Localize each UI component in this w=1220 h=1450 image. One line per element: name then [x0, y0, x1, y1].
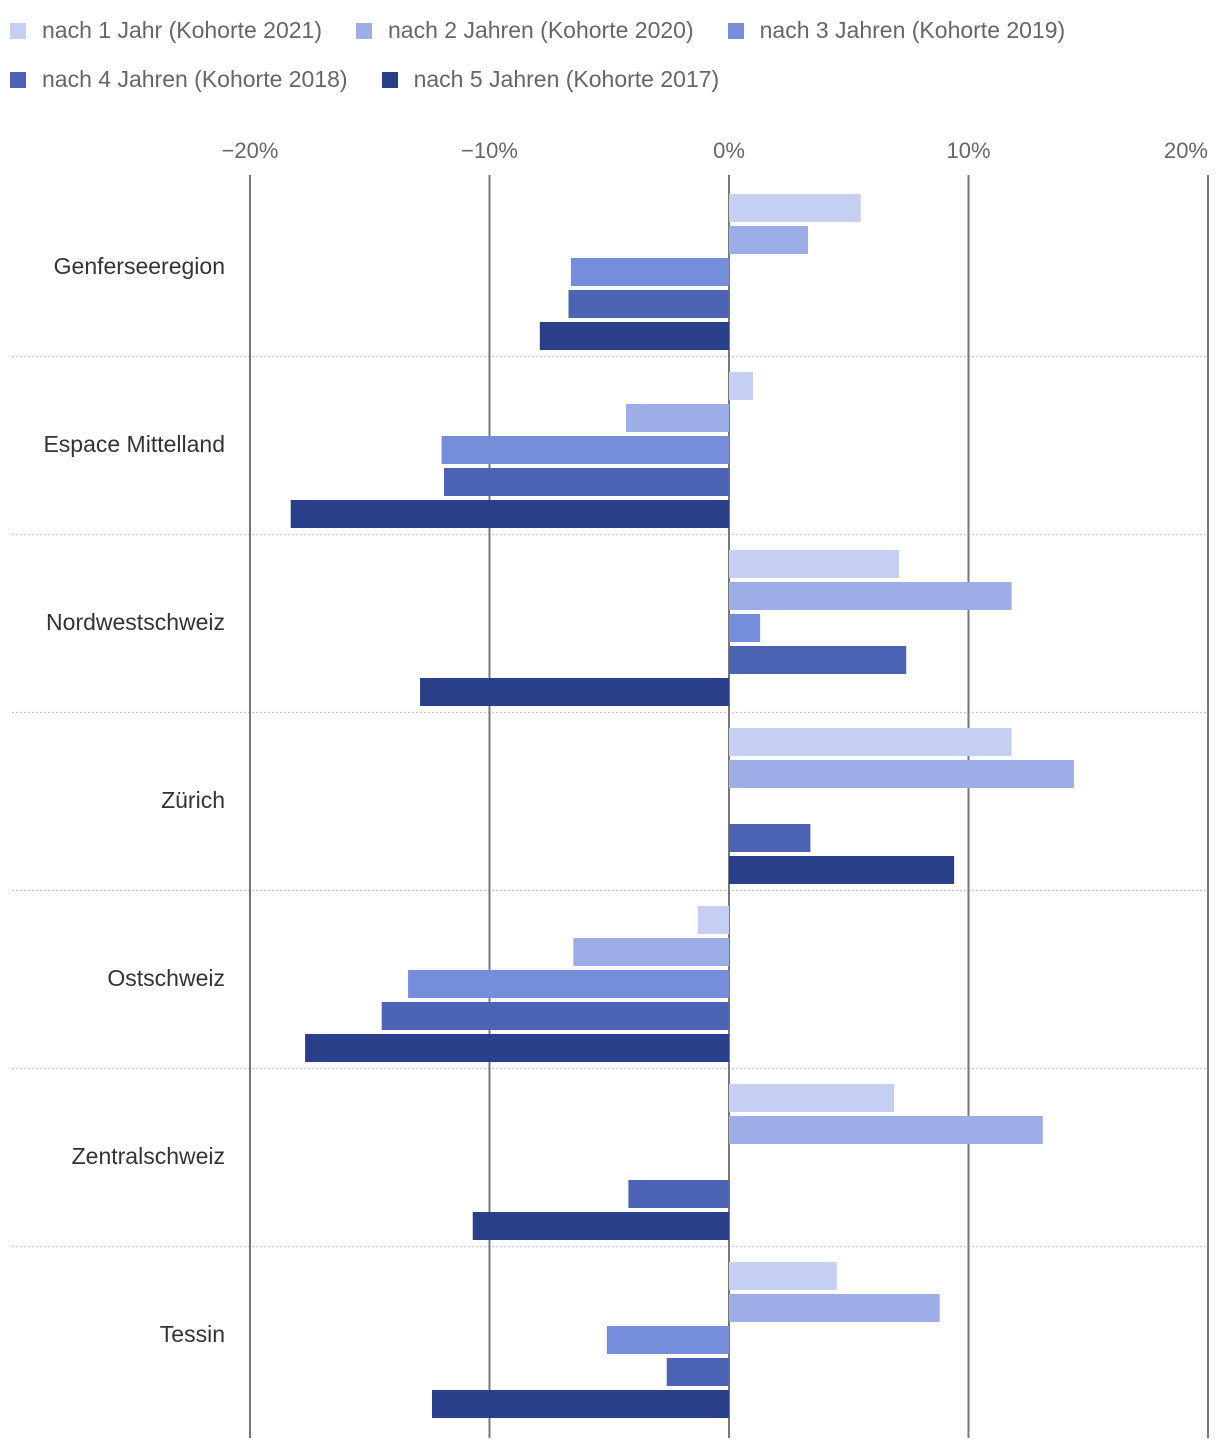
- bar: [729, 614, 761, 642]
- bar: [729, 226, 809, 254]
- bar: [568, 290, 729, 318]
- legend-swatch: [10, 22, 26, 39]
- bar: [729, 372, 753, 400]
- x-tick-label: 20%: [1164, 138, 1208, 163]
- x-tick-label: −20%: [222, 138, 279, 163]
- x-tick-label: 0%: [713, 138, 745, 163]
- legend-label: nach 1 Jahr (Kohorte 2021): [42, 17, 323, 43]
- legend-item[interactable]: nach 2 Jahren (Kohorte 2020): [356, 17, 694, 44]
- bar: [729, 856, 955, 884]
- category-label: Genferseeregion: [54, 253, 225, 279]
- legend-swatch: [727, 22, 744, 39]
- gridlines: [249, 175, 1209, 1438]
- legend-swatch: [356, 22, 373, 39]
- category-labels: Genferseeregion Espace Mittelland Nordwest…: [43, 253, 225, 1347]
- bar: [573, 938, 729, 966]
- bar: [729, 824, 811, 852]
- bar: [729, 1262, 837, 1290]
- legend-item[interactable]: nach 1 Jahr (Kohorte 2021): [10, 17, 322, 44]
- category-label: Ostschweiz: [107, 965, 225, 991]
- legend-swatch: [381, 71, 398, 88]
- bar: [381, 1002, 729, 1030]
- category-label: Tessin: [160, 1321, 225, 1347]
- bar: [729, 646, 907, 674]
- bar: [626, 404, 729, 432]
- legend-row: nach 4 Jahren (Kohorte 2018) nach 5 Jahre…: [10, 55, 1210, 104]
- bar: [729, 194, 861, 222]
- legend-item[interactable]: nach 3 Jahren (Kohorte 2019): [727, 17, 1066, 44]
- bar: [729, 760, 1074, 788]
- bar: [420, 678, 729, 706]
- bar: [432, 1390, 729, 1418]
- bars: [290, 194, 1074, 1418]
- legend-label: nach 4 Jahren (Kohorte 2018): [42, 66, 348, 92]
- category-label: Nordwestschweiz: [46, 609, 225, 635]
- bar: [539, 322, 729, 350]
- bar: [729, 1294, 940, 1322]
- bar: [729, 550, 900, 578]
- bar: [290, 500, 729, 528]
- legend-label: nach 5 Jahren (Kohorte 2017): [413, 66, 720, 92]
- bar: [729, 728, 1012, 756]
- bar: [606, 1326, 729, 1354]
- bar: [443, 468, 729, 496]
- legend-item[interactable]: nach 5 Jahren (Kohorte 2017): [381, 66, 720, 93]
- legend-swatch: [10, 71, 26, 88]
- category-label: Espace Mittelland: [43, 431, 225, 457]
- bar: [697, 906, 729, 934]
- bar: [729, 1116, 1043, 1144]
- bar: [628, 1180, 729, 1208]
- bar: [408, 970, 729, 998]
- category-label: Zentralschweiz: [72, 1143, 225, 1169]
- x-axis-ticks: −20% −10% 0% 10% 20%: [222, 138, 1208, 163]
- bar: [441, 436, 729, 464]
- bar: [666, 1358, 729, 1386]
- category-separators: [12, 355, 1208, 1248]
- legend: nach 1 Jahr (Kohorte 2021) nach 2 Jahren …: [10, 6, 1210, 104]
- legend-item[interactable]: nach 4 Jahren (Kohorte 2018): [10, 66, 348, 93]
- legend-row: nach 1 Jahr (Kohorte 2021) nach 2 Jahren …: [10, 6, 1210, 55]
- bar: [472, 1212, 729, 1240]
- legend-label: nach 3 Jahren (Kohorte 2019): [759, 17, 1066, 43]
- bar: [729, 582, 1012, 610]
- x-tick-label: −10%: [461, 138, 518, 163]
- x-tick-label: 10%: [946, 138, 990, 163]
- legend-label: nach 2 Jahren (Kohorte 2020): [388, 17, 694, 43]
- category-label: Zürich: [161, 787, 225, 813]
- bar: [305, 1034, 729, 1062]
- bar: [570, 258, 729, 286]
- bar: [729, 1084, 895, 1112]
